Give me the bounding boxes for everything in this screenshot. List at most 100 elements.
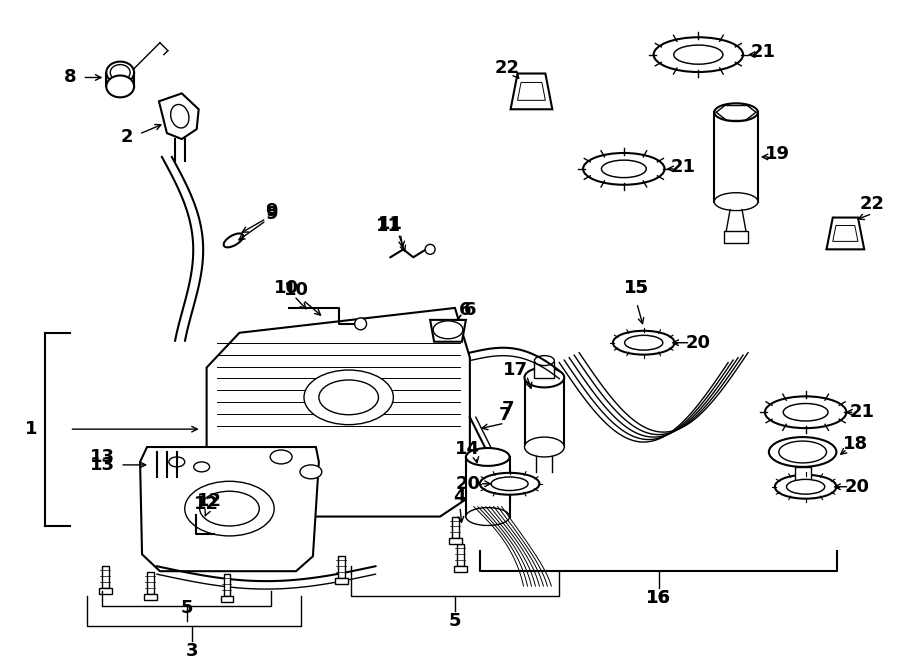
Text: 22: 22 bbox=[495, 59, 520, 77]
Ellipse shape bbox=[783, 403, 828, 421]
Text: 19: 19 bbox=[765, 145, 790, 163]
Text: 10: 10 bbox=[274, 279, 299, 297]
Text: 15: 15 bbox=[625, 279, 649, 297]
Ellipse shape bbox=[200, 491, 259, 526]
Bar bbox=[99, 588, 112, 594]
Text: 1: 1 bbox=[24, 420, 37, 438]
Polygon shape bbox=[832, 225, 858, 241]
Ellipse shape bbox=[765, 397, 846, 428]
Ellipse shape bbox=[433, 321, 463, 338]
Text: 21: 21 bbox=[670, 158, 696, 176]
Ellipse shape bbox=[715, 193, 758, 211]
Text: 5: 5 bbox=[449, 612, 461, 630]
Ellipse shape bbox=[466, 508, 509, 525]
Ellipse shape bbox=[491, 477, 528, 490]
Text: 17: 17 bbox=[503, 360, 528, 379]
Ellipse shape bbox=[775, 475, 836, 498]
Ellipse shape bbox=[583, 153, 664, 185]
Ellipse shape bbox=[525, 437, 564, 457]
Text: 10: 10 bbox=[284, 281, 309, 299]
Ellipse shape bbox=[270, 450, 292, 464]
Ellipse shape bbox=[169, 457, 184, 467]
Text: 18: 18 bbox=[842, 435, 868, 453]
Text: 6: 6 bbox=[459, 301, 472, 319]
Polygon shape bbox=[207, 308, 470, 516]
Bar bbox=[103, 566, 109, 588]
Text: 21: 21 bbox=[751, 43, 776, 61]
Polygon shape bbox=[430, 320, 466, 342]
Bar bbox=[335, 578, 347, 584]
Ellipse shape bbox=[184, 481, 274, 536]
Text: 20: 20 bbox=[845, 478, 869, 496]
Polygon shape bbox=[518, 83, 545, 100]
Bar bbox=[338, 557, 345, 578]
Bar bbox=[457, 545, 464, 566]
Polygon shape bbox=[510, 73, 553, 109]
Bar bbox=[535, 361, 554, 379]
Ellipse shape bbox=[319, 380, 379, 414]
Ellipse shape bbox=[625, 335, 662, 350]
Ellipse shape bbox=[674, 45, 723, 64]
Polygon shape bbox=[826, 217, 864, 249]
Text: 13: 13 bbox=[90, 448, 115, 466]
Ellipse shape bbox=[769, 437, 836, 467]
Bar bbox=[454, 566, 467, 572]
Text: 15: 15 bbox=[625, 279, 649, 297]
Ellipse shape bbox=[171, 104, 189, 128]
Text: 12: 12 bbox=[197, 492, 222, 510]
Text: 12: 12 bbox=[194, 494, 219, 513]
Text: 16: 16 bbox=[646, 589, 671, 607]
Text: 5: 5 bbox=[181, 599, 193, 617]
Ellipse shape bbox=[300, 465, 322, 479]
Bar bbox=[147, 572, 154, 594]
Ellipse shape bbox=[653, 37, 743, 72]
Ellipse shape bbox=[111, 65, 130, 81]
Bar bbox=[144, 594, 157, 600]
Ellipse shape bbox=[106, 61, 134, 83]
Ellipse shape bbox=[194, 462, 210, 472]
Bar bbox=[220, 596, 233, 602]
Ellipse shape bbox=[715, 103, 758, 121]
Bar bbox=[449, 539, 462, 545]
Text: 9: 9 bbox=[265, 202, 277, 219]
Text: 6: 6 bbox=[464, 301, 476, 319]
Text: 13: 13 bbox=[90, 456, 115, 474]
Bar bbox=[724, 231, 748, 243]
Text: 21: 21 bbox=[850, 403, 875, 421]
Bar bbox=[452, 516, 459, 539]
Text: 11: 11 bbox=[376, 217, 400, 235]
Ellipse shape bbox=[613, 330, 674, 355]
Text: 22: 22 bbox=[860, 194, 885, 213]
Ellipse shape bbox=[466, 448, 509, 466]
Ellipse shape bbox=[601, 160, 646, 178]
Ellipse shape bbox=[304, 370, 393, 424]
Text: 8: 8 bbox=[64, 69, 76, 87]
Ellipse shape bbox=[480, 473, 539, 494]
Bar bbox=[466, 457, 509, 516]
Bar bbox=[715, 112, 758, 202]
Bar bbox=[795, 467, 811, 485]
Text: 3: 3 bbox=[185, 642, 198, 660]
Ellipse shape bbox=[535, 356, 554, 366]
Text: 11: 11 bbox=[378, 215, 403, 233]
Ellipse shape bbox=[224, 233, 243, 247]
Text: 20: 20 bbox=[686, 334, 711, 352]
Ellipse shape bbox=[787, 479, 824, 494]
Ellipse shape bbox=[778, 441, 826, 463]
Text: 9: 9 bbox=[265, 204, 277, 223]
Text: 7: 7 bbox=[499, 407, 511, 424]
Text: 16: 16 bbox=[646, 589, 671, 607]
Polygon shape bbox=[140, 447, 319, 571]
Ellipse shape bbox=[525, 368, 564, 387]
Text: 14: 14 bbox=[455, 440, 481, 458]
Circle shape bbox=[355, 318, 366, 330]
Text: 2: 2 bbox=[121, 128, 133, 146]
Circle shape bbox=[425, 245, 435, 254]
Text: 20: 20 bbox=[455, 475, 481, 492]
Text: 7: 7 bbox=[501, 401, 514, 418]
Bar bbox=[223, 574, 230, 596]
Polygon shape bbox=[159, 93, 199, 139]
Text: 4: 4 bbox=[454, 488, 466, 506]
Bar bbox=[525, 377, 564, 447]
Ellipse shape bbox=[106, 75, 134, 97]
